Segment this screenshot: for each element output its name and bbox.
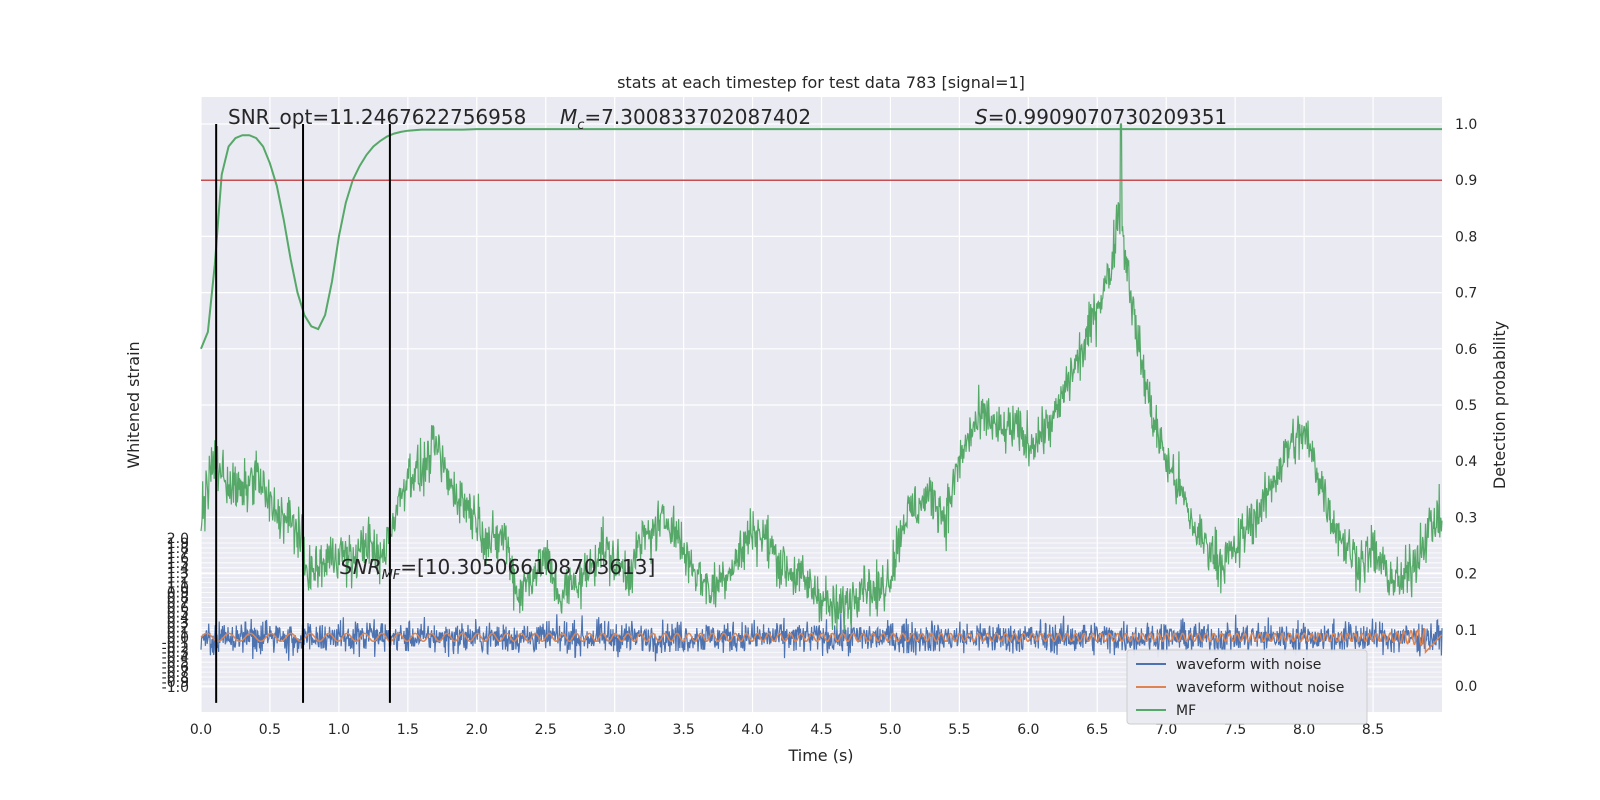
x-tick-label: 6.0 <box>1017 722 1039 738</box>
x-tick-label: 5.0 <box>879 722 901 738</box>
y-left-tick-label: 1.2 <box>167 571 189 587</box>
y-left-tick-label: -0.2 <box>162 640 189 656</box>
chirp-mass-annotation: Mc=7.300833702087402 <box>560 105 811 133</box>
waveform-with-noise-line <box>200 613 1443 662</box>
y-right-tick-label: 0.1 <box>1455 623 1477 639</box>
y-right-tick-label: 0.0 <box>1455 679 1477 695</box>
legend-box <box>1126 649 1368 725</box>
y-left-tick-label: 0.7 <box>167 596 189 612</box>
s-annotation: S=0.9909070730209351 <box>975 105 1227 129</box>
x-tick-label: 4.0 <box>741 722 763 738</box>
x-tick-label: 0.0 <box>190 722 212 738</box>
x-tick-label: 3.0 <box>604 722 626 738</box>
data-layer <box>200 123 1443 703</box>
annotation-layer: SNR_opt=11.2467622756958 Mc=7.3008337020… <box>228 105 1227 583</box>
x-tick-label: 7.5 <box>1224 722 1246 738</box>
y-left-tick-label: 1.9 <box>167 536 189 552</box>
x-tick-label: 6.5 <box>1086 722 1108 738</box>
y-left-tick-label: 0.4 <box>167 610 189 626</box>
y-left-tick-label: 1.3 <box>167 566 189 582</box>
x-tick-label: 4.5 <box>810 722 832 738</box>
snr-mf-value: =[10.305066108703613] <box>400 555 655 579</box>
x-axis-label: Time (s) <box>787 746 853 765</box>
y-left-tick-label: 1.4 <box>167 561 189 577</box>
y-left-tick-label: 0.0 <box>167 630 189 646</box>
tick-labels: 0.0 0.5 1.0 1.5 2.0 2.5 3.0 3.5 4.0 4.5 5.0 5.5 6.0 6… <box>162 117 1478 738</box>
s-value: =0.9909070730209351 <box>988 105 1227 129</box>
s-symbol: S <box>975 105 988 129</box>
chirp-mass-subscript: c <box>577 118 584 133</box>
y-right-tick-label: 0.4 <box>1455 454 1477 470</box>
y-left-tick-label: 0.3 <box>167 615 189 631</box>
chirp-mass-value: =7.300833702087402 <box>584 105 811 129</box>
x-tick-label: 8.0 <box>1293 722 1315 738</box>
legend-label-clean: waveform without noise <box>1176 680 1344 696</box>
x-tick-label: 7.0 <box>1155 722 1177 738</box>
legend-label-noise: waveform with noise <box>1176 657 1321 673</box>
x-tick-label: 2.5 <box>535 722 557 738</box>
y-right-tick-label: 0.9 <box>1455 173 1477 189</box>
snr-opt-annotation: SNR_opt=11.2467622756958 <box>228 105 526 129</box>
legend-label-mf: MF <box>1176 703 1196 719</box>
y-left-tick-label: 1.5 <box>167 556 189 572</box>
x-tick-label: 0.5 <box>259 722 281 738</box>
y-axis-label-right: Detection probability <box>1490 321 1509 489</box>
y-left-tick-label: -0.4 <box>162 650 189 666</box>
chart-title: stats at each timestep for test data 783… <box>617 73 1025 92</box>
legend: waveform with noise waveform without noi… <box>1126 649 1368 725</box>
x-tick-label: 1.5 <box>397 722 419 738</box>
y-left-tick-label: -0.7 <box>162 665 189 681</box>
y-left-tick-label: 0.6 <box>167 601 189 617</box>
y-left-tick-label: 0.9 <box>167 586 189 602</box>
y-left-tick-label: 0.5 <box>167 606 189 622</box>
x-tick-label: 3.5 <box>672 722 694 738</box>
y-right-tick-label: 0.8 <box>1455 229 1477 245</box>
y-left-tick-label: -0.8 <box>162 670 189 686</box>
y-left-tick-label: 1.1 <box>167 576 189 592</box>
x-tick-label: 8.5 <box>1362 722 1384 738</box>
y-left-tick-label: 1.0 <box>167 581 189 597</box>
y-left-tick-label: -0.3 <box>162 645 189 661</box>
y-left-tick-label: -1.0 <box>162 680 189 696</box>
x-tick-label: 2.0 <box>466 722 488 738</box>
y-left-tick-label: 2.0 <box>167 531 189 547</box>
y-left-tick-label: -0.6 <box>162 660 189 676</box>
snr-mf-annotation: SNRMF=[10.305066108703613] <box>340 555 655 583</box>
y-left-tick-label: 1.8 <box>167 541 189 557</box>
chirp-mass-symbol: M <box>560 105 577 129</box>
y-left-tick-label: -0.5 <box>162 655 189 671</box>
y-left-tick-label: 1.6 <box>167 551 189 567</box>
y-left-tick-label: 0.8 <box>167 591 189 607</box>
x-tick-label: 5.5 <box>948 722 970 738</box>
y-right-tick-label: 0.6 <box>1455 342 1477 358</box>
snr-mf-symbol: SNR <box>340 555 382 579</box>
y-right-tick-label: 1.0 <box>1455 117 1477 133</box>
y-right-tick-label: 0.5 <box>1455 398 1477 414</box>
y-left-tick-label: -0.1 <box>162 635 189 651</box>
y-right-tick-label: 0.7 <box>1455 286 1477 302</box>
snr-mf-subscript: MF <box>382 568 401 583</box>
x-tick-label: 1.0 <box>328 722 350 738</box>
y-right-tick-label: 0.3 <box>1455 510 1477 526</box>
y-axis-label-left: Whitened strain <box>124 341 143 468</box>
mf-noisy-line <box>200 123 1443 633</box>
y-left-tick-label: 0.1 <box>167 625 189 641</box>
y-left-tick-label: 0.2 <box>167 620 189 636</box>
y-left-tick-label: 1.7 <box>167 546 189 562</box>
y-left-tick-label: -0.9 <box>162 675 189 691</box>
y-right-tick-label: 0.2 <box>1455 567 1477 583</box>
waveform-without-noise-line <box>200 627 1443 654</box>
